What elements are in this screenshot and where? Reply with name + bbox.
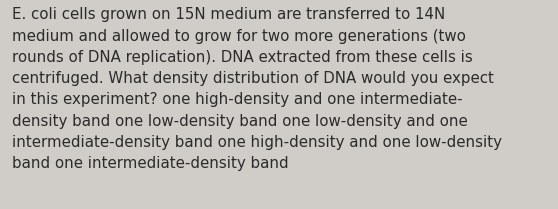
- Text: E. coli cells grown on 15N medium are transferred to 14N
medium and allowed to g: E. coli cells grown on 15N medium are tr…: [12, 7, 502, 171]
